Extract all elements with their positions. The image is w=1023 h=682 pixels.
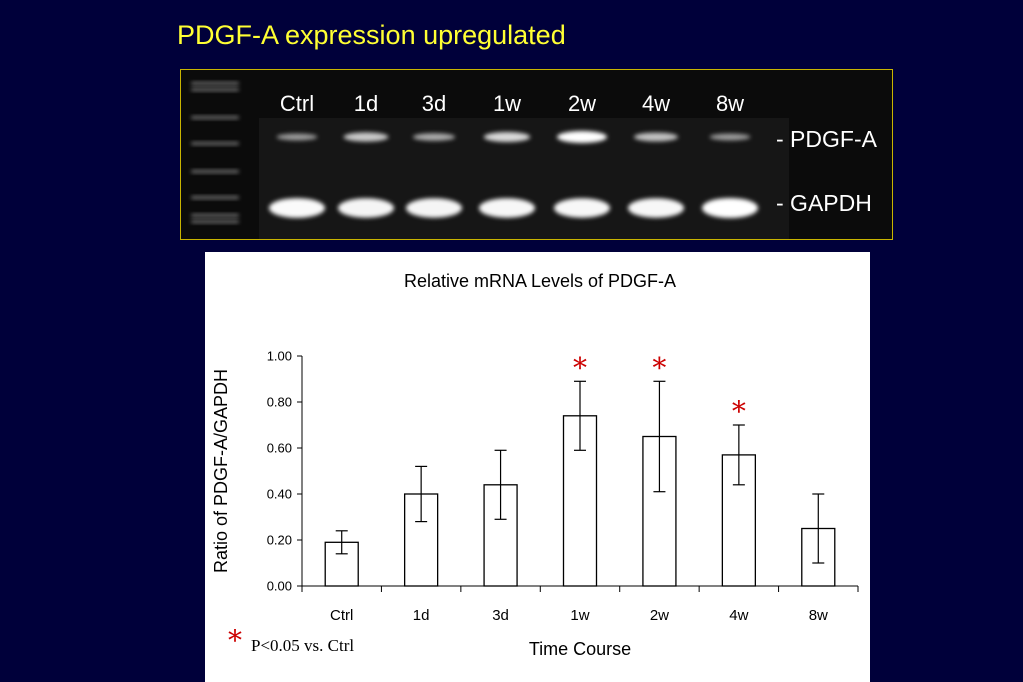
lane-label: Ctrl [280,91,314,116]
pdgf-band [483,132,531,142]
chart-title: Relative mRNA Levels of PDGF-A [404,271,676,291]
ladder-band [191,220,239,223]
footnote-star: * [228,624,242,657]
significance-star: * [732,395,746,428]
lane-label: 2w [568,91,596,116]
pdgf-a-band-label: - PDGF-A [776,126,878,152]
y-tick-label: 0.40 [267,487,292,502]
gapdh-band [554,198,610,218]
gapdh-band [702,198,758,218]
y-tick-label: 0.20 [267,533,292,548]
ladder-band [191,82,239,85]
y-tick-label: 1.00 [267,349,292,364]
gapdh-band [479,198,535,218]
x-tick-label: 8w [809,607,828,624]
x-tick-label: Ctrl [330,607,353,624]
gapdh-band-label: - GAPDH [776,190,872,216]
ladder-band [191,214,239,217]
gel-image-panel: Ctrl 1d 3d 1w 2w 4w 8w - PDGF-A - GAPDH [180,69,893,240]
slide-title: PDGF-A expression upregulated [177,20,566,50]
lane-label: 3d [422,91,446,116]
x-tick-label: 1d [413,607,430,624]
pdgf-band [557,131,607,143]
y-tick-label: 0.60 [267,441,292,456]
x-axis-title: Time Course [529,639,631,659]
pdgf-band [276,133,318,141]
y-tick-label: 0.00 [267,579,292,594]
bar-chart: Relative mRNA Levels of PDGF-A 0.00 0.20 0.… [211,271,859,659]
gapdh-band [406,198,462,218]
gel-image: Ctrl 1d 3d 1w 2w 4w 8w - PDGF-A - GAPDH [181,70,892,239]
y-axis-title: Ratio of PDGF-A/GAPDH [211,369,231,573]
ladder-band [191,142,239,145]
gapdh-band [269,198,325,218]
pdgf-band [709,133,751,141]
x-tick-label: 2w [650,607,669,624]
bar-chart-panel: Relative mRNA Levels of PDGF-A 0.00 0.20 0.… [205,252,870,682]
ladder-band [191,170,239,173]
y-tick-label: 0.80 [267,395,292,410]
footnote-text: P<0.05 vs. Ctrl [251,636,354,655]
significance-star: * [573,351,587,384]
lane-label: 1w [493,91,521,116]
lane-label: 1d [354,91,378,116]
significance-star: * [652,351,666,384]
x-tick-label: 4w [729,607,748,624]
ladder-band [191,88,239,91]
lane-label: 4w [642,91,670,116]
pdgf-band [633,132,679,142]
ladder-band [191,116,239,119]
x-tick-label: 3d [492,607,509,624]
gapdh-band [338,198,394,218]
pdgf-band [343,132,389,142]
pdgf-band [412,133,456,141]
x-tick-label: 1w [570,607,589,624]
gapdh-band [628,198,684,218]
lane-label: 8w [716,91,744,116]
ladder-band [191,196,239,199]
